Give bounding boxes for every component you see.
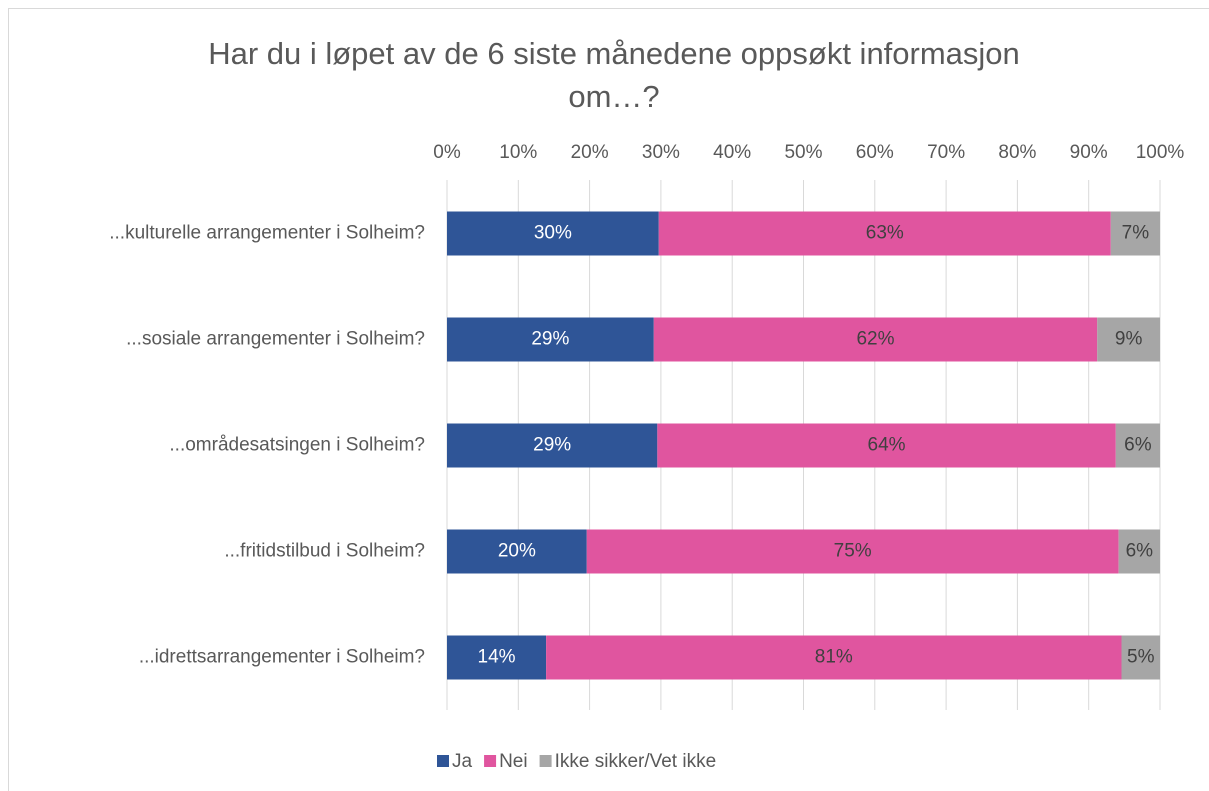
data-label: 63% bbox=[866, 223, 904, 244]
bar-segment bbox=[1118, 529, 1160, 574]
bar-segment bbox=[1110, 211, 1160, 256]
y-tick-label: ...sosiale arrangementer i Solheim? bbox=[126, 329, 425, 350]
y-tick-label: ...fritidstilbud i Solheim? bbox=[224, 541, 425, 562]
data-label: 6% bbox=[1124, 435, 1152, 456]
x-tick-label: 70% bbox=[927, 142, 965, 163]
data-label: 75% bbox=[834, 541, 872, 562]
y-tick-label: ...kulturelle arrangementer i Solheim? bbox=[109, 223, 425, 244]
bar-segment bbox=[658, 211, 1111, 256]
data-label: 9% bbox=[1115, 329, 1143, 350]
x-tick-label: 50% bbox=[784, 142, 822, 163]
data-label: 20% bbox=[498, 541, 536, 562]
bar-segment bbox=[447, 529, 587, 574]
bar-segment bbox=[447, 423, 658, 468]
data-label: 29% bbox=[533, 435, 571, 456]
x-tick-label: 10% bbox=[499, 142, 537, 163]
legend-swatch bbox=[484, 755, 497, 767]
data-label: 62% bbox=[856, 329, 894, 350]
x-tick-label: 40% bbox=[713, 142, 751, 163]
legend-swatch bbox=[437, 755, 449, 767]
data-label: 5% bbox=[1127, 647, 1155, 668]
legend-label: Ja bbox=[452, 751, 473, 772]
chart-title: Har du i løpet av de 6 siste månedene op… bbox=[208, 36, 1020, 114]
y-tick-label: ...idrettsarrangementer i Solheim? bbox=[139, 647, 425, 668]
x-tick-label: 90% bbox=[1070, 142, 1108, 163]
x-tick-label: 30% bbox=[642, 142, 680, 163]
x-tick-label: 80% bbox=[998, 142, 1036, 163]
x-tick-label: 0% bbox=[433, 142, 461, 163]
bar-segment bbox=[447, 211, 659, 256]
bar-segment bbox=[586, 529, 1119, 574]
chart-border bbox=[8, 8, 1209, 791]
data-label: 81% bbox=[815, 647, 853, 668]
data-label: 29% bbox=[531, 329, 569, 350]
legend-label: Nei bbox=[499, 751, 528, 772]
data-label: 7% bbox=[1122, 223, 1150, 244]
data-label: 30% bbox=[534, 223, 572, 244]
data-label: 6% bbox=[1126, 541, 1154, 562]
x-tick-label: 100% bbox=[1136, 142, 1185, 163]
data-label: 64% bbox=[868, 435, 906, 456]
bar-segment bbox=[653, 317, 1098, 362]
data-label: 14% bbox=[478, 647, 516, 668]
bar-segment bbox=[1121, 635, 1160, 680]
bar-segment bbox=[546, 635, 1122, 680]
x-tick-label: 60% bbox=[856, 142, 894, 163]
bar-segment bbox=[657, 423, 1116, 468]
bar-segment bbox=[1097, 317, 1160, 362]
bar-segment bbox=[1115, 423, 1160, 468]
legend-label: Ikke sikker/Vet ikke bbox=[555, 751, 717, 772]
x-tick-label: 20% bbox=[571, 142, 609, 163]
bar-segment bbox=[447, 317, 654, 362]
y-tick-label: ...områdesatsingen i Solheim? bbox=[169, 435, 425, 456]
bar-segment bbox=[447, 635, 547, 680]
legend-swatch bbox=[539, 755, 552, 767]
